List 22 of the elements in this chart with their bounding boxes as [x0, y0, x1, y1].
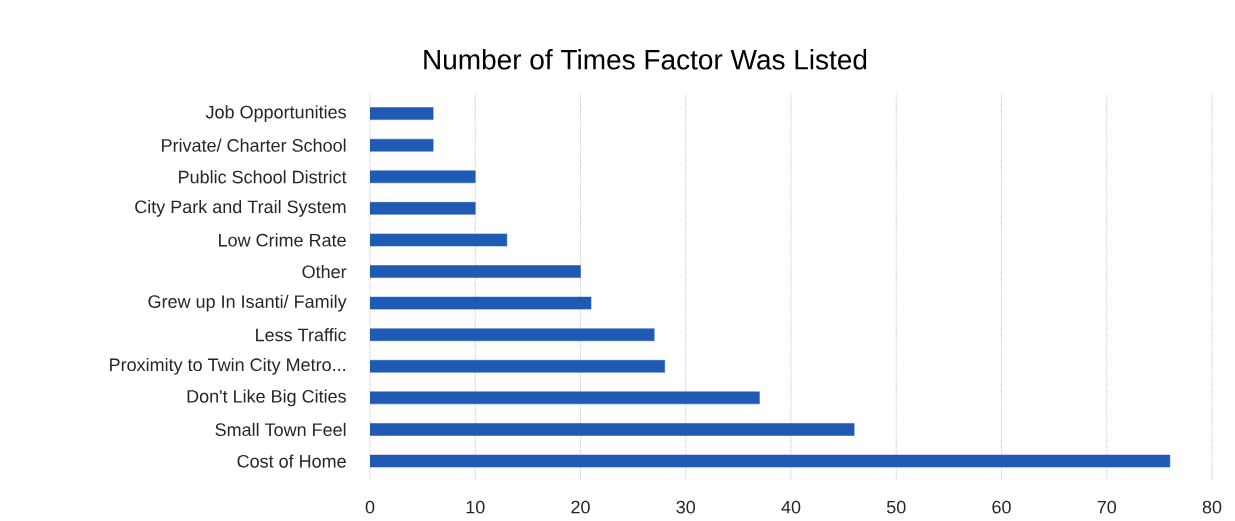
x-tick-label: 0 — [365, 500, 375, 514]
x-tick-label: 50 — [886, 500, 906, 514]
y-tick-label: Less Traffic — [256, 328, 347, 342]
y-tick-label: Other — [302, 264, 347, 279]
y-tick-label: Low Crime Rate — [219, 233, 346, 247]
chart-title: Number of Times Factor Was Listed — [424, 49, 867, 70]
x-tick-label: 40 — [781, 500, 801, 514]
y-tick-label: Public School District — [179, 170, 347, 184]
y-tick-label: City Park and Trail System — [135, 199, 346, 217]
y-tick-label: Proximity to Twin City Metro... — [110, 357, 345, 375]
y-tick-label: Private/ Charter School — [162, 138, 346, 152]
y-tick-label: Don't Like Big Cities — [187, 389, 346, 407]
y-tick-label: Job Opportunities — [205, 105, 346, 123]
x-tick-label: 30 — [676, 500, 696, 514]
x-tick-label: 60 — [992, 500, 1011, 514]
x-tick-label: 20 — [571, 500, 590, 514]
y-tick-label: Small Town Feel — [215, 422, 346, 437]
x-tick-label: 70 — [1097, 500, 1117, 514]
y-tick-label: Cost of Home — [237, 454, 346, 468]
x-tick-label: 10 — [466, 500, 485, 514]
y-tick-label: Grew up In Isanti/ Family — [148, 294, 347, 312]
x-tick-label: 80 — [1202, 500, 1222, 514]
